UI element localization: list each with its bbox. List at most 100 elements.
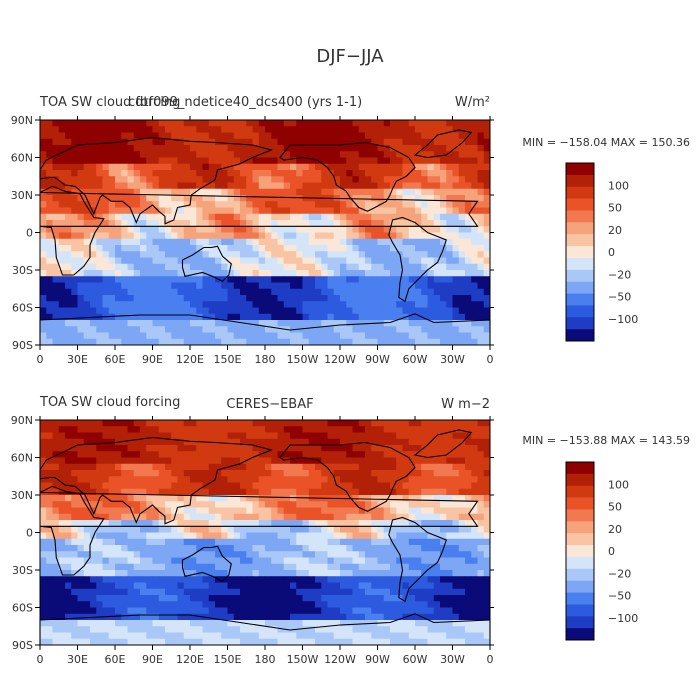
map-cell bbox=[452, 276, 460, 283]
map-cell bbox=[183, 226, 191, 233]
map-cell bbox=[190, 607, 197, 615]
map-cell bbox=[190, 432, 197, 440]
map-cell bbox=[477, 220, 485, 227]
map-cell bbox=[96, 320, 103, 327]
map-cell bbox=[221, 332, 228, 340]
map-cell bbox=[465, 426, 472, 433]
map-cell bbox=[483, 226, 491, 233]
map-cell bbox=[58, 445, 66, 452]
map-cell bbox=[115, 307, 122, 315]
map-cell bbox=[152, 438, 160, 446]
map-cell bbox=[283, 507, 291, 515]
map-cell bbox=[252, 432, 260, 440]
map-cell bbox=[290, 482, 297, 490]
map-cell bbox=[321, 520, 328, 527]
map-cell bbox=[152, 220, 160, 227]
map-cell bbox=[52, 451, 60, 458]
map-cell bbox=[177, 538, 185, 546]
map-cell bbox=[183, 207, 191, 215]
map-cell bbox=[202, 176, 210, 183]
map-cell bbox=[277, 507, 285, 515]
map-cell bbox=[102, 476, 110, 483]
map-cell bbox=[377, 545, 385, 552]
map-cell bbox=[327, 301, 335, 308]
map-cell bbox=[346, 157, 353, 165]
map-cell bbox=[352, 432, 360, 440]
map-cell bbox=[133, 582, 141, 590]
map-cell bbox=[440, 288, 447, 296]
map-cell bbox=[302, 126, 310, 133]
map-cell bbox=[377, 263, 385, 271]
map-cell bbox=[171, 501, 178, 508]
map-cell bbox=[165, 326, 172, 333]
map-cell bbox=[421, 295, 428, 302]
map-cell bbox=[471, 163, 478, 171]
map-cell bbox=[65, 232, 72, 240]
map-cell bbox=[315, 120, 322, 127]
map-cell bbox=[458, 588, 466, 596]
map-cell bbox=[58, 601, 66, 608]
map-cell bbox=[390, 520, 397, 527]
map-cell bbox=[108, 551, 116, 558]
map-cell bbox=[446, 213, 453, 221]
map-cell bbox=[446, 195, 453, 202]
map-cell bbox=[365, 170, 372, 177]
map-cell bbox=[421, 213, 428, 221]
map-cell bbox=[202, 238, 210, 246]
map-cell bbox=[452, 457, 460, 465]
map-cell bbox=[302, 526, 310, 533]
map-cell bbox=[183, 582, 191, 590]
map-cell bbox=[421, 126, 428, 133]
map-cell bbox=[340, 157, 347, 165]
map-cell bbox=[52, 482, 60, 490]
map-cell bbox=[402, 538, 410, 546]
map-cell bbox=[327, 126, 335, 133]
map-cell bbox=[46, 251, 53, 258]
map-cell bbox=[346, 332, 353, 340]
map-cell bbox=[58, 301, 66, 308]
map-cell bbox=[408, 332, 416, 340]
map-cell bbox=[483, 582, 491, 590]
map-cell bbox=[108, 595, 116, 602]
map-cell bbox=[77, 320, 85, 327]
map-cell bbox=[415, 582, 422, 590]
map-cell bbox=[302, 207, 310, 215]
map-cell bbox=[202, 145, 210, 152]
map-cell bbox=[346, 470, 353, 477]
map-cell bbox=[202, 157, 210, 165]
y-tick-label: 90S bbox=[12, 339, 33, 352]
map-cell bbox=[452, 607, 460, 615]
map-cell bbox=[146, 488, 153, 496]
map-cell bbox=[308, 576, 316, 583]
map-cell bbox=[302, 120, 310, 127]
map-cell bbox=[346, 488, 353, 496]
map-cell bbox=[465, 170, 472, 177]
map-cell bbox=[452, 307, 460, 315]
map-cell bbox=[283, 332, 291, 340]
map-cell bbox=[290, 332, 297, 340]
map-cell bbox=[315, 476, 322, 483]
map-cell bbox=[290, 232, 297, 240]
map-cell bbox=[77, 245, 85, 252]
map-cell bbox=[233, 132, 241, 140]
map-cell bbox=[371, 588, 378, 596]
map-cell bbox=[290, 526, 297, 533]
map-cell bbox=[52, 163, 60, 171]
map-cell bbox=[408, 432, 416, 440]
map-cell bbox=[358, 307, 366, 315]
map-cell bbox=[271, 138, 278, 146]
map-cell bbox=[65, 332, 72, 340]
map-cell bbox=[283, 338, 291, 346]
map-cell bbox=[333, 207, 341, 215]
map-cell bbox=[427, 432, 435, 440]
map-cell bbox=[440, 313, 447, 321]
map-cell bbox=[433, 576, 441, 583]
map-cell bbox=[96, 188, 103, 196]
map-cell bbox=[390, 313, 397, 321]
map-cell bbox=[40, 270, 47, 277]
map-cell bbox=[46, 526, 53, 533]
map-cell bbox=[58, 151, 66, 158]
map-cell bbox=[408, 307, 416, 315]
map-cell bbox=[165, 563, 172, 571]
